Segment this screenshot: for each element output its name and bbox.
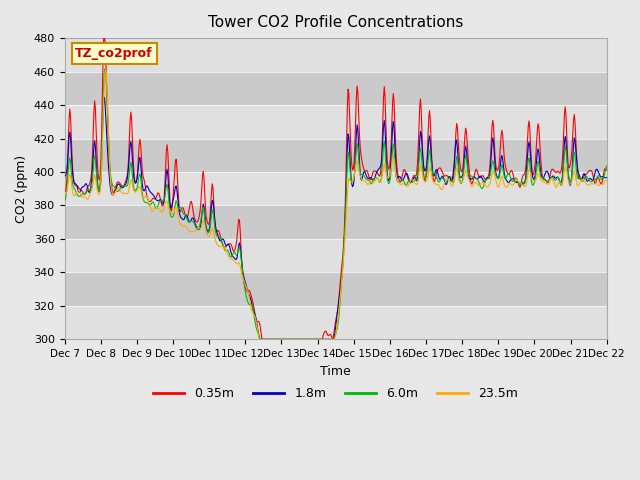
Bar	[65, 306, 607, 339]
Bar	[65, 72, 607, 105]
Bar	[65, 273, 607, 306]
Bar	[65, 239, 607, 273]
Bar	[65, 38, 607, 72]
Bar	[65, 139, 607, 172]
Y-axis label: CO2 (ppm): CO2 (ppm)	[15, 155, 28, 223]
Title: Tower CO2 Profile Concentrations: Tower CO2 Profile Concentrations	[208, 15, 463, 30]
Bar	[65, 205, 607, 239]
Bar	[65, 105, 607, 139]
Bar	[65, 172, 607, 205]
Legend: 0.35m, 1.8m, 6.0m, 23.5m: 0.35m, 1.8m, 6.0m, 23.5m	[148, 383, 523, 406]
Text: TZ_co2prof: TZ_co2prof	[76, 47, 153, 60]
X-axis label: Time: Time	[320, 365, 351, 378]
